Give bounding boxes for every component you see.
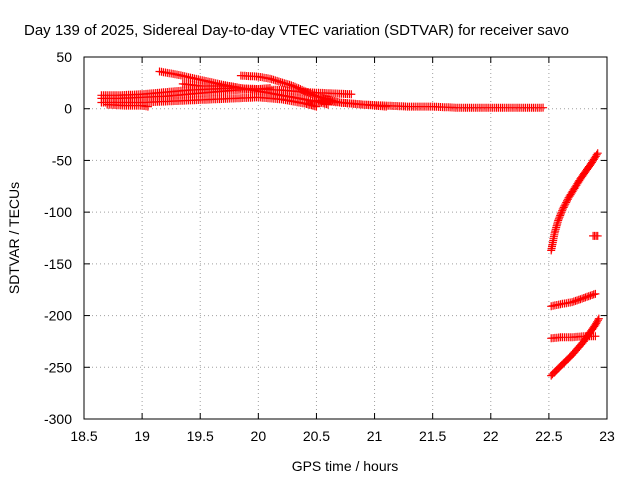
plus-markers <box>589 231 602 240</box>
plus-markers <box>97 84 274 103</box>
y-tick-label: -200 <box>44 308 72 324</box>
plus-markers <box>312 96 548 112</box>
x-tick-label: 18.5 <box>70 428 97 444</box>
data-series-11 <box>547 289 600 311</box>
x-tick-label: 19 <box>134 428 150 444</box>
y-tick-label: -100 <box>44 204 72 220</box>
y-tick-label: -300 <box>44 411 72 427</box>
x-tick-label: 21.5 <box>419 428 446 444</box>
chart-title: Day 139 of 2025, Sidereal Day-to-day VTE… <box>24 22 569 39</box>
data-series <box>97 67 603 380</box>
x-tick-label: 21 <box>367 428 383 444</box>
plus-markers <box>547 314 603 380</box>
data-series-9 <box>547 149 602 255</box>
x-tick-label: 20.5 <box>303 428 330 444</box>
data-series-2 <box>97 84 274 103</box>
data-series-10 <box>589 231 602 240</box>
plus-markers <box>547 149 602 255</box>
plus-markers <box>547 289 600 311</box>
x-tick-label: 22.5 <box>535 428 562 444</box>
x-axis-label: GPS time / hours <box>292 458 399 474</box>
x-tick-label: 22 <box>483 428 499 444</box>
plus-markers <box>103 100 152 111</box>
x-tick-label: 23 <box>599 428 615 444</box>
x-tick-label: 19.5 <box>187 428 214 444</box>
y-tick-label: -150 <box>44 256 72 272</box>
x-tick-label: 20 <box>251 428 267 444</box>
y-tick-label: 0 <box>64 101 72 117</box>
data-series-8 <box>312 96 548 112</box>
plot-frame <box>83 56 608 420</box>
plus-markers <box>178 79 240 91</box>
grid-lines <box>84 57 607 419</box>
y-tick-label: 50 <box>56 49 72 65</box>
y-axis-label: SDTVAR / TECUs <box>6 182 22 294</box>
y-tick-label: -50 <box>52 152 72 168</box>
axis-ticks: 18.5 19 19.5 20 20.5 21 21.5 22 22.5 23 50 0 -50 -100… <box>44 49 615 444</box>
data-series-13 <box>547 314 603 380</box>
data-series-6 <box>178 79 240 91</box>
y-tick-label: -250 <box>44 359 72 375</box>
data-series-4 <box>103 100 152 111</box>
